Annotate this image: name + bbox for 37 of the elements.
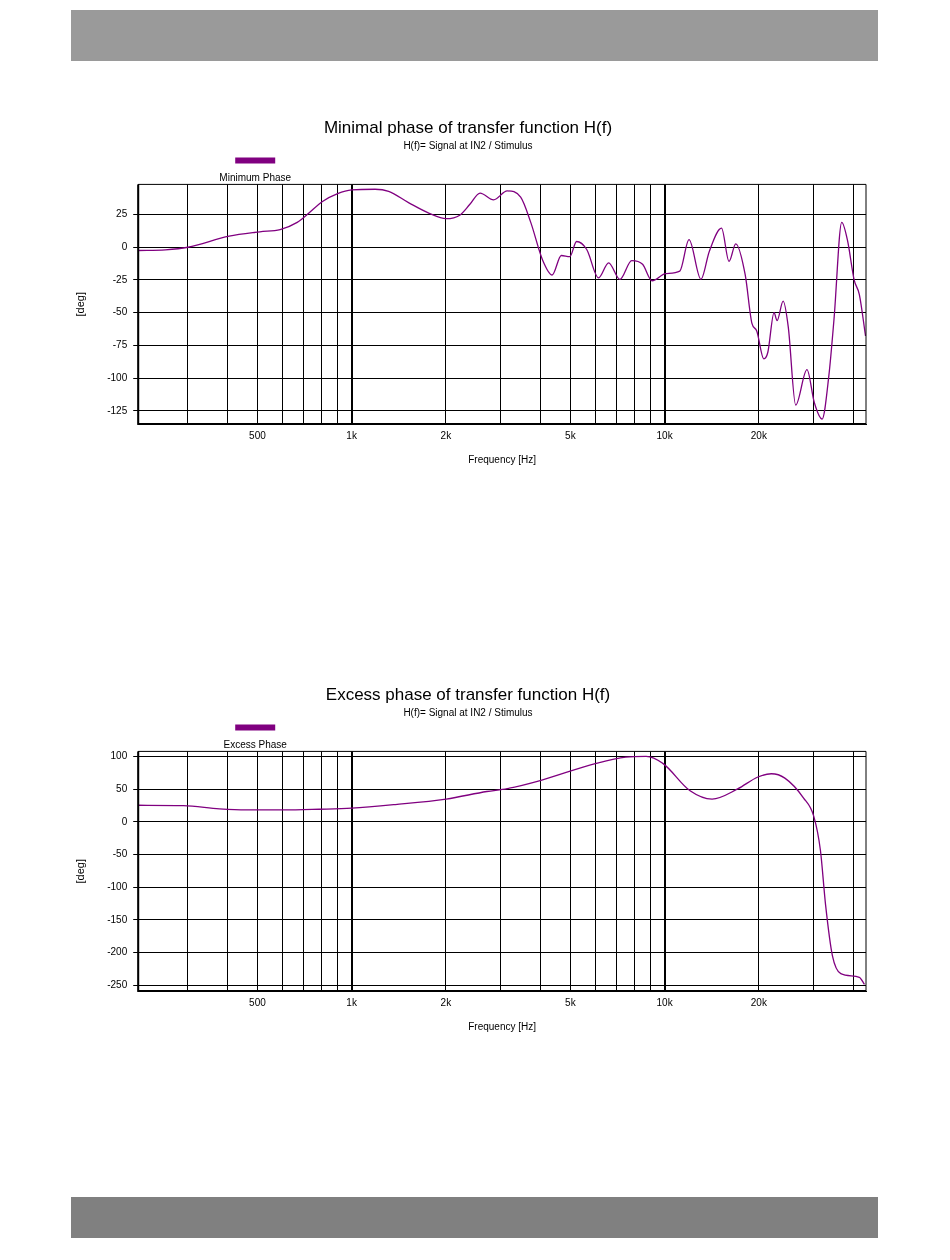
y-tick-label: -75 bbox=[112, 339, 128, 351]
y-tick-label: -25 bbox=[112, 273, 128, 285]
y-tick-label: 25 bbox=[116, 208, 128, 220]
x-tick-label: 5k bbox=[565, 429, 577, 441]
legend-label: Excess Phase bbox=[223, 739, 288, 751]
y-tick-label: 0 bbox=[121, 241, 128, 252]
y-tick-label: 100 bbox=[110, 750, 128, 762]
x-tick-label: 1k bbox=[346, 996, 358, 1008]
x-tick-label: 500 bbox=[249, 429, 267, 441]
chart-title: Minimal phase of transfer function H(f) bbox=[323, 117, 613, 137]
y-tick-label: -250 bbox=[107, 978, 128, 990]
x-tick-label: 20k bbox=[750, 429, 768, 441]
y-tick-label: -100 bbox=[107, 371, 128, 383]
y-tick-label: -100 bbox=[107, 880, 128, 892]
x-axis-title: Frequency [Hz] bbox=[468, 453, 537, 465]
y-tick-label: 0 bbox=[121, 815, 128, 827]
y-tick-label: -50 bbox=[112, 848, 128, 860]
x-tick-label: 10k bbox=[656, 996, 674, 1008]
chart-subtitle: H(f)= Signal at IN2 / Stimulus bbox=[403, 707, 533, 719]
y-tick-label: -50 bbox=[112, 306, 128, 318]
x-tick-label: 1k bbox=[346, 429, 358, 441]
x-tick-label: 2k bbox=[440, 996, 453, 1008]
chart-title: Excess phase of transfer function H(f) bbox=[325, 684, 611, 704]
y-tick-label: 50 bbox=[116, 783, 128, 795]
y-tick-label: -125 bbox=[107, 404, 128, 416]
x-tick-label: 2k bbox=[440, 429, 453, 441]
x-tick-label: 500 bbox=[249, 996, 267, 1008]
chart-subtitle: H(f)= Signal at IN2 / Stimulus bbox=[403, 140, 533, 152]
x-tick-label: 5k bbox=[565, 996, 577, 1008]
x-axis-title: Frequency [Hz] bbox=[468, 1020, 537, 1032]
y-tick-label: -200 bbox=[107, 946, 128, 958]
y-axis-title: [deg] bbox=[73, 291, 86, 317]
y-axis-title: [deg] bbox=[73, 858, 86, 884]
x-tick-label: 10k bbox=[656, 429, 674, 441]
legend-label: Minimum Phase bbox=[219, 172, 292, 184]
y-tick-label: -150 bbox=[107, 913, 128, 925]
x-tick-label: 20k bbox=[750, 996, 768, 1008]
